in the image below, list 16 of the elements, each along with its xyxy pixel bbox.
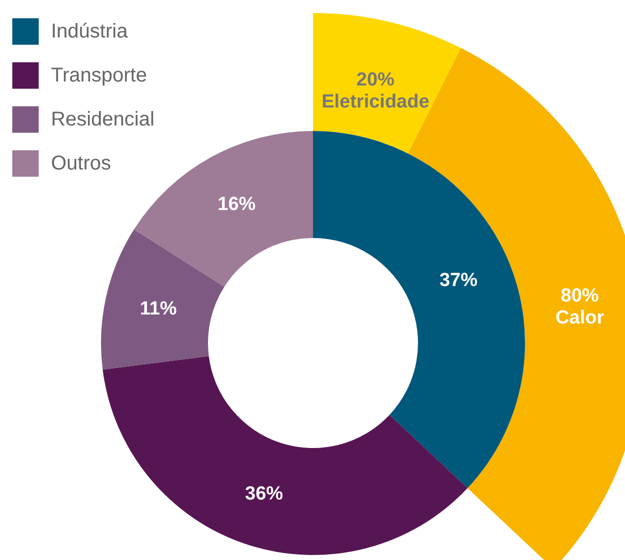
legend-label: Residencial xyxy=(51,108,154,130)
data-label: 80% xyxy=(560,286,599,307)
data-label: 37% xyxy=(439,270,478,292)
donut-slice xyxy=(134,131,313,287)
donut-slice xyxy=(313,131,525,488)
legend-label: Transporte xyxy=(51,64,147,86)
slice-label: Calor xyxy=(556,308,605,329)
data-label: 11% xyxy=(140,298,177,320)
donut-slice xyxy=(101,229,224,370)
legend-label: Indústria xyxy=(51,20,129,42)
donut-slice xyxy=(102,356,468,555)
data-label: 36% xyxy=(245,484,284,505)
slice-label: Eletricidade xyxy=(322,91,430,112)
data-label: 20% xyxy=(356,69,395,90)
legend-label: Outros xyxy=(51,152,112,174)
data-label: 16% xyxy=(218,194,256,216)
